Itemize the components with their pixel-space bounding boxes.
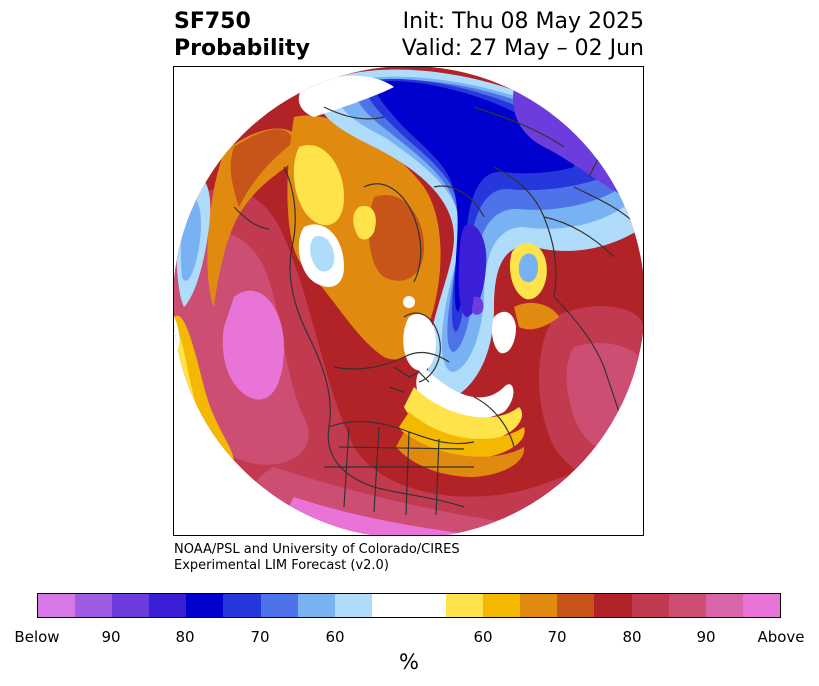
colorbar-segment [446, 594, 484, 617]
colorbar-tick-label: 70 [250, 628, 270, 646]
colorbar-segment [408, 594, 447, 617]
colorbar-segment [557, 594, 595, 617]
colorbar-segment [742, 594, 780, 617]
variable-name: SF750 [174, 9, 251, 34]
colorbar-segment [149, 594, 187, 617]
map-panel [173, 66, 644, 536]
colorbar-tick-label: 80 [175, 628, 195, 646]
colorbar-segment [112, 594, 150, 617]
colorbar-segment [297, 594, 335, 617]
colorbar-segment [705, 594, 743, 617]
forecast-dates: Init: Thu 08 May 2025 Valid: 27 May – 02… [402, 8, 644, 62]
valid-dates: Valid: 27 May – 02 Jun [401, 36, 644, 61]
colorbar-segment [75, 594, 113, 617]
credit-line-1: NOAA/PSL and University of Colorado/CIRE… [174, 542, 460, 557]
colorbar-tick-label: Above [757, 628, 805, 646]
init-date: Init: Thu 08 May 2025 [402, 9, 644, 34]
colorbar-segment [668, 594, 706, 617]
colorbar-tick-label: 80 [622, 628, 642, 646]
colorbar-tick-label: 60 [325, 628, 345, 646]
map-title: SF750 Probability [174, 8, 310, 62]
colorbar [37, 593, 781, 618]
colorbar-segment [594, 594, 632, 617]
colorbar-segment [260, 594, 298, 617]
colorbar-tick-label: 60 [473, 628, 493, 646]
probability-field [174, 67, 643, 535]
product-name: Probability [174, 36, 310, 61]
colorbar-segment [371, 594, 409, 617]
colorbar-segment [483, 594, 521, 617]
colorbar-tick-label: Below [14, 628, 60, 646]
colorbar-unit: % [399, 650, 419, 674]
colorbar-segment [38, 594, 76, 617]
colorbar-segment [223, 594, 261, 617]
colorbar-tick-label: 70 [547, 628, 567, 646]
colorbar-segment [631, 594, 669, 617]
polar-map [174, 67, 643, 535]
colorbar-segment [334, 594, 372, 617]
credit-text: NOAA/PSL and University of Colorado/CIRE… [174, 542, 460, 574]
colorbar-tick-label: 90 [696, 628, 716, 646]
colorbar-tick-label: 90 [101, 628, 121, 646]
colorbar-segment [520, 594, 558, 617]
credit-line-2: Experimental LIM Forecast (v2.0) [174, 558, 389, 573]
colorbar-segment [186, 594, 224, 617]
